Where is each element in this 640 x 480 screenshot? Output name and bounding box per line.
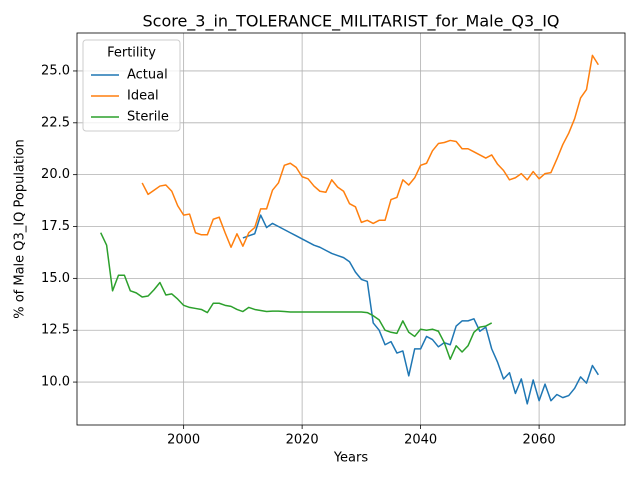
lines (100, 54, 599, 405)
legend-label: Sterile (127, 110, 169, 125)
y-tick-label: 22.5 (41, 115, 70, 130)
x-tick-label: 2060 (523, 433, 556, 448)
y-tick-label: 20.0 (41, 167, 70, 182)
legend-title: Fertility (107, 46, 156, 61)
plot-frame (76, 32, 626, 426)
x-tick-label: 2000 (167, 433, 200, 448)
y-tick-label: 10.0 (41, 375, 70, 390)
y-tick-label: 17.5 (41, 219, 70, 234)
x-tick-label: 2040 (404, 433, 437, 448)
y-tick-label: 15.0 (41, 271, 70, 286)
legend-label: Ideal (127, 89, 159, 104)
chart-title: Score_3_in_TOLERANCE_MILITARIST_for_Male… (142, 12, 559, 32)
series-line (141, 54, 599, 248)
legend-label: Actual (127, 68, 168, 83)
y-axis-label: % of Male Q3_IQ Population (13, 139, 28, 319)
grid (77, 33, 625, 425)
x-tick-label: 2020 (286, 433, 319, 448)
y-tick-label: 25.0 (41, 63, 70, 78)
legend: Fertility Actual Ideal Sterile (82, 39, 181, 132)
legend-box (82, 39, 181, 132)
series-line (100, 232, 493, 360)
y-tick-label: 12.5 (41, 323, 70, 338)
series-line (242, 214, 599, 405)
x-axis-label: Years (333, 451, 369, 466)
